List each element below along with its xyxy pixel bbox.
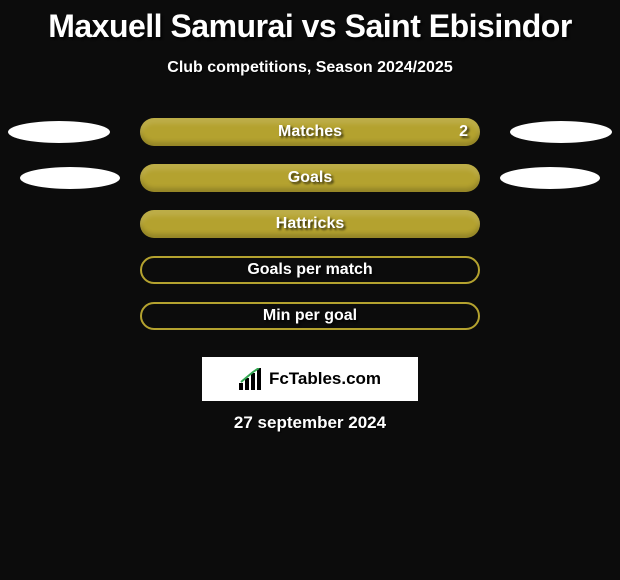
stat-bar: Goals per match [140,256,480,284]
data-ellipse-icon [8,121,110,143]
stat-value: 2 [459,123,468,141]
stat-row-matches: Matches 2 [0,109,620,155]
attribution-logo: FcTables.com [202,357,418,401]
date-label: 27 september 2024 [0,413,620,433]
subtitle: Club competitions, Season 2024/2025 [0,59,620,77]
stat-rows: Matches 2 Goals Hattricks Goals per matc… [0,109,620,339]
stat-label: Min per goal [263,307,357,325]
stat-label: Matches [278,123,342,141]
stat-row-min-per-goal: Min per goal [0,293,620,339]
stat-bar: Min per goal [140,302,480,330]
bars-icon [239,368,265,390]
stat-label: Goals per match [247,261,372,279]
data-ellipse-icon [510,121,612,143]
page-title: Maxuell Samurai vs Saint Ebisindor [0,0,620,45]
stat-bar: Matches 2 [140,118,480,146]
stat-label: Goals [288,169,332,187]
fctables-logo: FcTables.com [239,368,381,390]
stat-bar: Hattricks [140,210,480,238]
logo-text: FcTables.com [269,369,381,389]
stat-row-goals-per-match: Goals per match [0,247,620,293]
data-ellipse-icon [500,167,600,189]
stat-row-hattricks: Hattricks [0,201,620,247]
stat-row-goals: Goals [0,155,620,201]
stat-label: Hattricks [276,215,344,233]
stat-bar: Goals [140,164,480,192]
data-ellipse-icon [20,167,120,189]
